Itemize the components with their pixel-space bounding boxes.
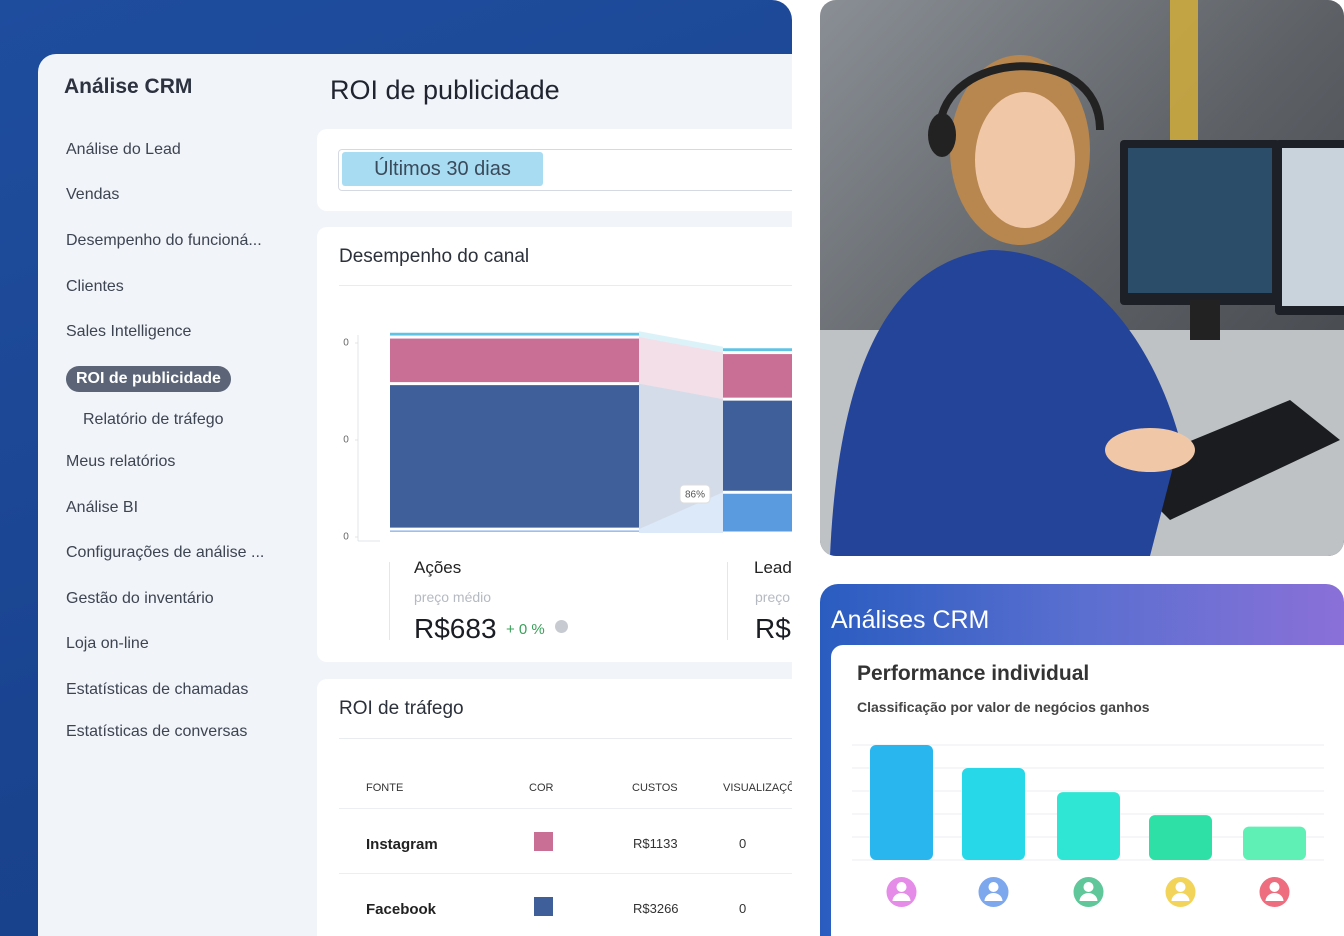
avatar-body [984,893,1003,901]
bar-segment [390,385,639,528]
chart-subtitle: Classificação por valor de negócios ganh… [857,699,1150,715]
avatar-body [1079,893,1098,901]
y-tick-label: 0 [343,435,349,446]
views: 0 [739,901,747,916]
crm-card-title: Análises CRM [831,606,990,634]
card-title: Desempenho do canal [339,246,530,267]
flow [639,337,723,400]
avatar-head [1083,882,1094,892]
row-divider [339,808,792,809]
bar-segment [723,354,792,398]
menu-item[interactable]: Clientes [66,278,124,295]
bar [1149,815,1212,860]
divider [339,738,792,739]
menu-item[interactable]: Vendas [66,186,120,203]
menu-item[interactable]: Relatório de tráfego [83,411,224,428]
y-tick-label: 0 [343,532,349,543]
help-icon[interactable] [555,620,568,633]
channel-chart: 0 0 0 86% [343,331,792,543]
column-header: VISUALIZAÇÕES [723,782,792,794]
bar [962,768,1025,860]
bar-segment [390,338,639,383]
summary-label: Lead [754,558,792,577]
y-tick-label: 0 [343,338,349,349]
menu-item[interactable]: Gestão do inventário [66,590,214,607]
bar-segment [723,493,792,532]
avatar-body [892,893,911,901]
summary-label: Ações [414,558,462,577]
menu-item[interactable]: Estatísticas de conversas [66,723,248,740]
avatar-head [1175,882,1186,892]
summary-value: R$683 [414,613,497,644]
crm-card: Análises CRM Performance individual Clas… [820,584,1344,936]
bar-segment [390,530,639,532]
menu-item[interactable]: Loja on-line [66,635,149,652]
flow [639,331,723,353]
page-title: ROI de publicidade [330,75,560,105]
crm-panel: Análise CRM Análise do Lead Vendas Desempe… [0,0,792,936]
divider [339,285,792,286]
bar-segment [723,400,792,491]
performance-chart [852,744,1324,907]
annotation: 86% [685,490,705,501]
avatar-head [896,882,907,892]
traffic-card [317,679,792,936]
column-header: COR [529,782,554,794]
source: Facebook [366,901,437,918]
bar [1057,792,1120,860]
avatar-head [988,882,999,892]
bar [1243,826,1306,860]
divider [389,562,390,640]
chart-title: Performance individual [857,662,1090,685]
card-title: ROI de tráfego [339,698,464,719]
column-header: CUSTOS [632,782,678,794]
date-filter[interactable]: Últimos 30 dias [342,152,543,186]
menu-item[interactable]: Meus relatórios [66,453,176,470]
menu-item[interactable]: Estatísticas de chamadas [66,681,249,698]
menu-item[interactable]: Sales Intelligence [66,323,192,340]
summary-value: R$1 [755,613,792,644]
photo [820,0,1344,556]
cost: R$3266 [633,901,679,916]
views: 0 [739,836,747,851]
menu-item[interactable]: Configurações de análise ... [66,544,265,561]
column-header: FONTE [366,782,404,794]
avatar-head [1269,882,1280,892]
avatar-body [1265,893,1284,901]
divider [727,562,728,640]
summary-sublabel: preço [755,589,791,605]
menu-item[interactable]: Análise BI [66,499,139,516]
menu-item[interactable]: Desempenho do funcioná... [66,232,262,249]
color-swatch [534,832,553,851]
sidebar-title: Análise CRM [64,75,193,98]
annotation-box [679,484,711,504]
menu-item-active[interactable]: ROI de publicidade [66,366,231,392]
cost: R$1133 [633,836,678,851]
source: Instagram [366,836,438,853]
summary-change: + 0 % [506,621,545,638]
avatar-body [1171,893,1190,901]
summary-sublabel: preço médio [414,589,492,605]
bar-segment [390,332,639,336]
row-divider [339,873,792,874]
color-swatch [534,897,553,916]
bar-segment [723,348,792,352]
menu-item[interactable]: Análise do Lead [66,141,181,158]
bar [870,745,933,860]
